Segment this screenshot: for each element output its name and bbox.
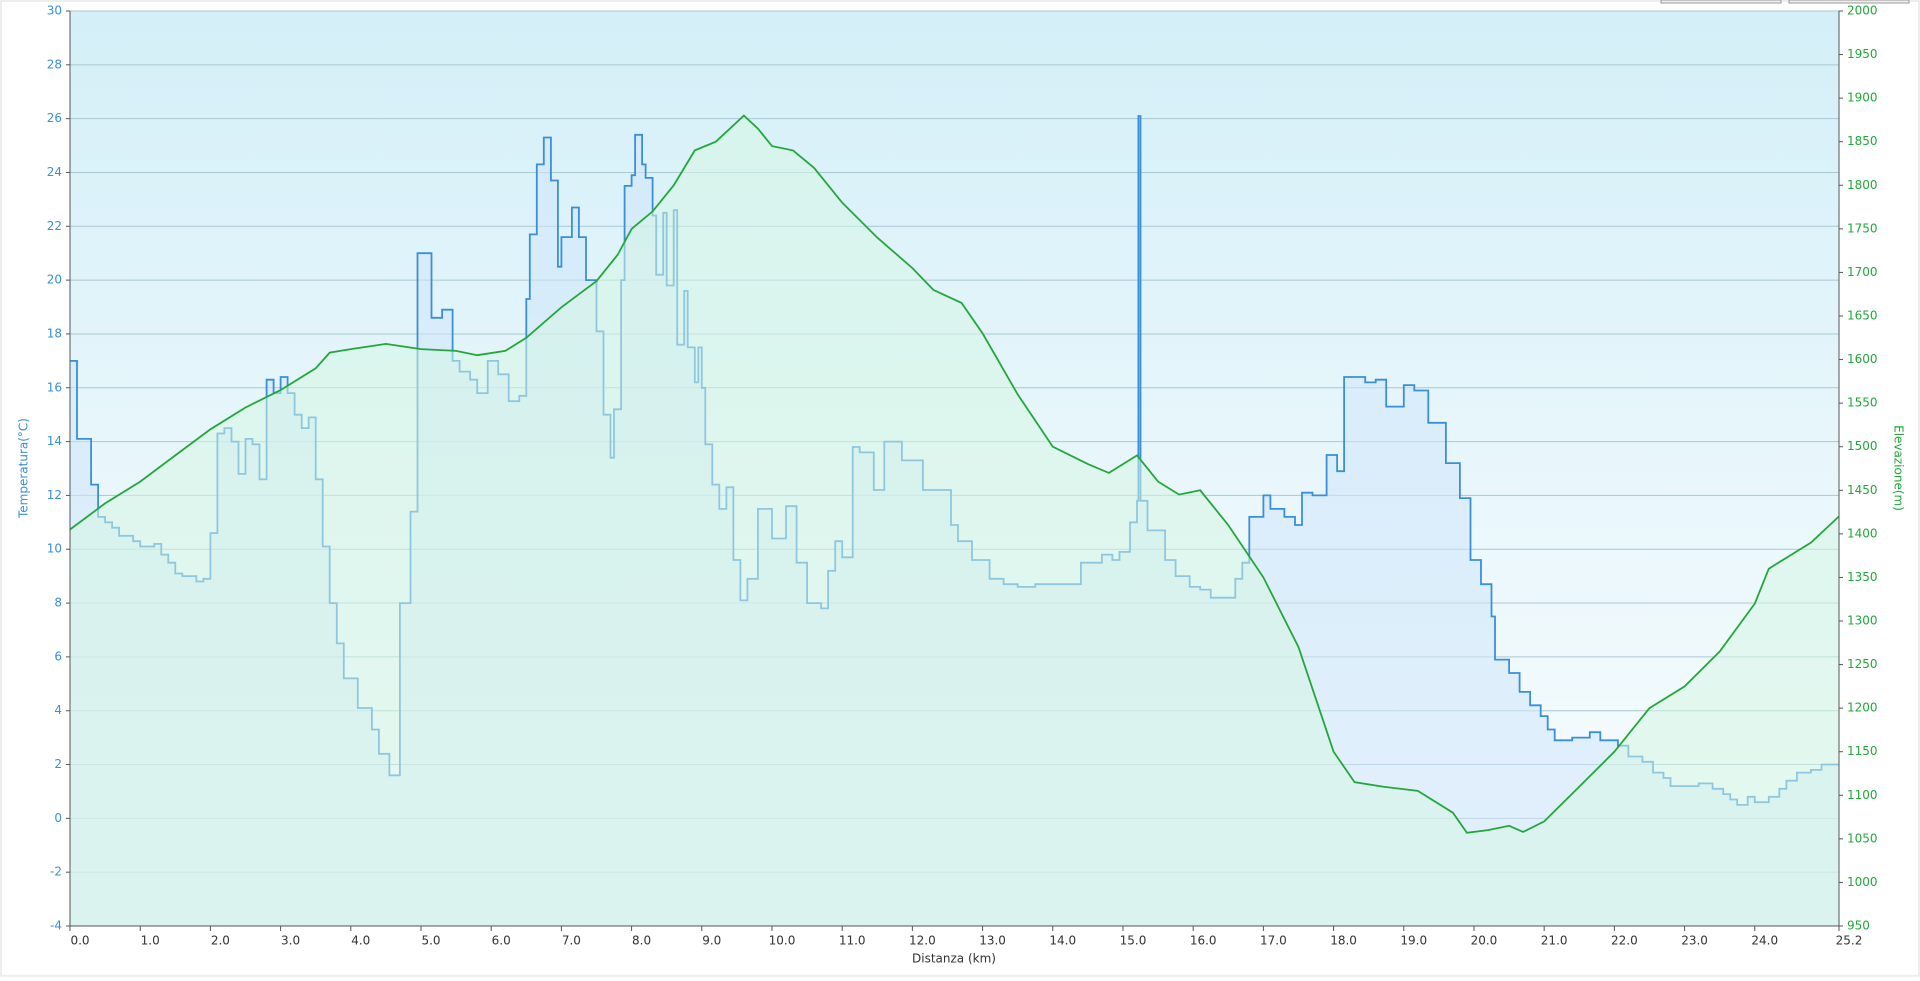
x-tick-label: 6.0 [492,934,511,948]
y2-tick-label: 1450 [1847,483,1878,497]
x-tick-label: 1.0 [141,934,160,948]
y-tick-label: 10 [47,542,62,556]
y2-tick-label: 1550 [1847,396,1878,410]
y-tick-label: 24 [47,165,62,179]
y2-tick-label: 1950 [1847,47,1878,61]
y-tick-label: 26 [47,111,62,125]
y-tick-label: 14 [47,434,62,448]
x-tick-label: 24.0 [1751,934,1778,948]
line [69,114,1840,834]
y-tick-label: 18 [47,326,62,340]
y2-tick-label: 1500 [1847,439,1878,453]
x-tick-label: 25.2 [1836,934,1863,948]
y-tick-label: 12 [47,488,62,502]
x-tick-label: 16.0 [1190,934,1217,948]
y2-tick-label: 1300 [1847,614,1878,628]
y2-tick-label: 1250 [1847,657,1878,671]
y2-axis-title: Elevazione(m) [1892,425,1906,511]
y-tick-label: 28 [47,57,62,71]
y-tick-label: 6 [54,649,62,663]
x-tick-label: 15.0 [1120,934,1147,948]
x-axis-title: Distanza (km) [912,952,996,966]
x-tick-label: 8.0 [632,934,651,948]
y2-tick-label: 1100 [1847,788,1878,802]
x-tick-label: 9.0 [702,934,721,948]
y2-tick-label: 950 [1847,919,1870,933]
y2-tick-label: 1400 [1847,526,1878,540]
y-axis-title: Temperatura(°C) [17,418,31,519]
area [70,115,1839,927]
x-tick-label: 11.0 [839,934,866,948]
x-tick-label: 13.0 [979,934,1006,948]
y2-tick-label: 1000 [1847,875,1878,889]
y2-tick-label: 1050 [1847,831,1878,845]
y-tick-label: -2 [50,865,62,879]
y-tick-label: -4 [50,919,62,933]
x-tick-label: 10.0 [769,934,796,948]
y2-tick-label: 2000 [1847,4,1878,18]
x-tick-label: 22.0 [1611,934,1638,948]
y2-tick-label: 1600 [1847,352,1878,366]
y2-tick-label: 1200 [1847,701,1878,715]
y-tick-label: 0 [54,811,62,825]
x-tick-label: 14.0 [1049,934,1076,948]
x-tick-label: 20.0 [1471,934,1498,948]
x-tick-label: 2.0 [211,934,230,948]
y2-tick-label: 1750 [1847,221,1878,235]
x-tick-label: 17.0 [1260,934,1287,948]
y2-tick-label: 1850 [1847,134,1878,148]
y2-tick-label: 1700 [1847,265,1878,279]
x-tick-label: 19.0 [1400,934,1427,948]
y-tick-label: 8 [54,596,62,610]
x-tick-label: 23.0 [1681,934,1708,948]
x-tick-label: 18.0 [1330,934,1357,948]
y-tick-label: 2 [54,757,62,771]
x-tick-label: 3.0 [281,934,300,948]
y-tick-label: 22 [47,219,62,233]
y-tick-label: 20 [47,273,62,287]
button[interactable] [1660,0,1782,4]
y-tick-label: 16 [47,380,62,394]
y-tick-label: 30 [47,4,62,18]
y2-tick-label: 1650 [1847,309,1878,323]
y2-tick-label: 1900 [1847,91,1878,105]
y2-tick-label: 1800 [1847,178,1878,192]
x-tick-label: 21.0 [1541,934,1568,948]
y-tick-label: 4 [54,703,62,717]
x-tick-label: 12.0 [909,934,936,948]
x-tick-label: 0.0 [70,934,89,948]
button[interactable] [1788,0,1910,4]
y2-tick-label: 1350 [1847,570,1878,584]
y2-tick-label: 1150 [1847,744,1878,758]
x-tick-label: 5.0 [421,934,440,948]
x-tick-label: 4.0 [351,934,370,948]
x-tick-label: 7.0 [562,934,581,948]
